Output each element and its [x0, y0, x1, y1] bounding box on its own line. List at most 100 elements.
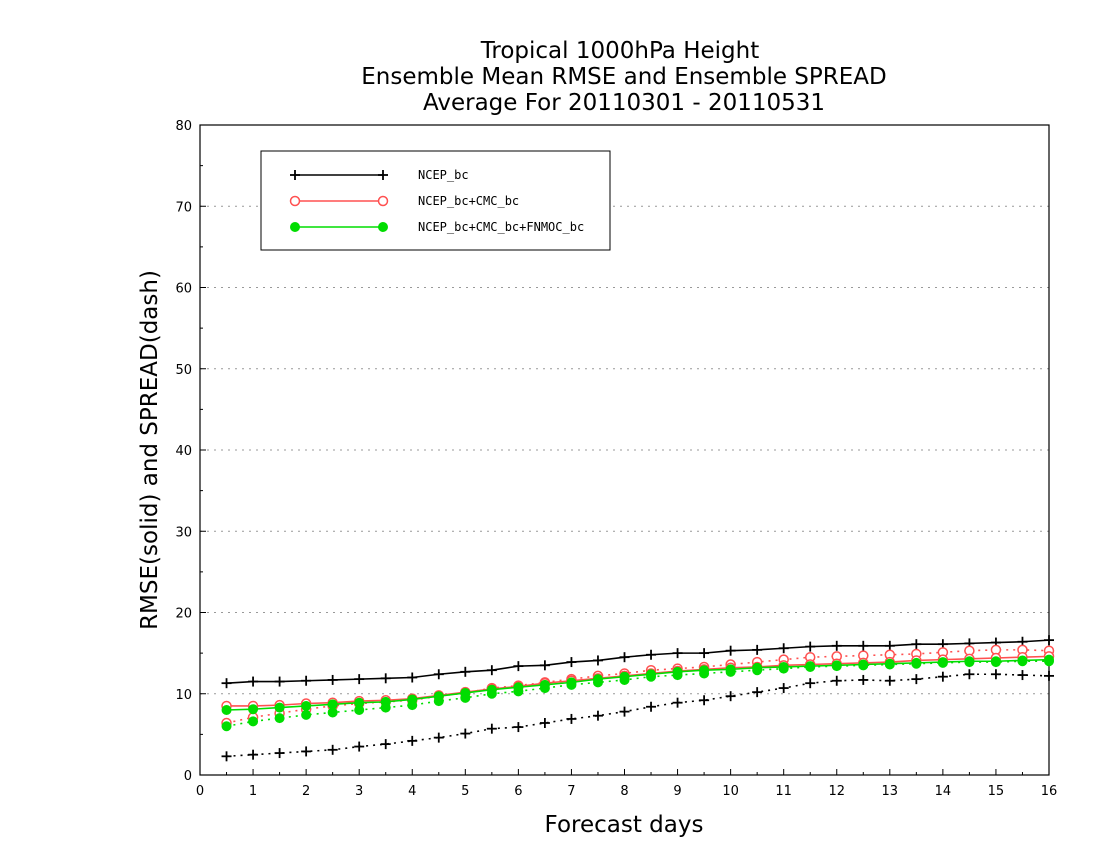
series-ncep-bc-cmc-bc-fnmoc-bc-rmse-point-3	[301, 700, 312, 711]
series-ncep-bc-rmse-point-13	[566, 657, 577, 668]
series-ncep-bc-rmse-point-6	[380, 673, 391, 684]
series-ncep-bc-cmc-bc-fnmoc-bc-rmse-point-9	[460, 687, 471, 698]
y-tick-label-50: 50	[175, 363, 192, 378]
series-ncep-bc-cmc-bc-fnmoc-bc-rmse-point-5	[354, 697, 365, 708]
x-tick-label-14: 14	[935, 784, 952, 799]
series-ncep-bc-spread-point-6	[380, 739, 391, 750]
series-ncep-bc-rmse-point-25	[884, 640, 895, 651]
legend-marker-end-ncep-bc-cmc-bc-fnmoc-bc	[378, 222, 388, 232]
series-ncep-bc-spread-point-19	[725, 691, 736, 702]
series-ncep-bc-cmc-bc-fnmoc-bc-rmse-point-19	[725, 664, 736, 675]
gridlines	[200, 205, 1049, 695]
series-ncep-bc-spread-point-24	[858, 674, 869, 685]
x-tick-label-1: 1	[249, 784, 257, 799]
series-ncep-bc-spread-point-29	[990, 669, 1001, 680]
series-ncep-bc-spread-point-17	[672, 697, 683, 708]
series-ncep-bc-rmse-point-20	[752, 644, 763, 655]
legend: NCEP_bc NCEP_bc+CMC_bc NCEP_bc+CMC_bc+FNMO…	[260, 150, 611, 251]
legend-marker-end-ncep-bc	[378, 170, 388, 180]
series-ncep-bc-rmse-line	[226, 639, 1050, 684]
series-ncep-bc-spread-point-11	[513, 722, 524, 733]
series-ncep-bc-spread-point-30	[1017, 670, 1028, 681]
series-ncep-bc-spread-point-21	[778, 683, 789, 694]
series-ncep-bc-rmse-point-17	[672, 648, 683, 659]
y-tick-label-60: 60	[175, 282, 192, 297]
series-ncep-bc-cmc-bc-fnmoc-bc-rmse-point-30	[1017, 655, 1028, 666]
y-tick-label-40: 40	[175, 444, 192, 459]
series-group	[221, 635, 1055, 762]
legend-marker-start-ncep-bc-cmc-bc-fnmoc-bc	[290, 222, 300, 232]
series-ncep-bc-spread-point-1	[248, 749, 259, 760]
chart-title-line-1: Tropical 1000hPa Height	[480, 38, 760, 64]
series-ncep-bc-rmse-point-3	[301, 675, 312, 686]
series-ncep-bc-cmc-bc-fnmoc-bc-rmse-point-15	[619, 671, 630, 682]
y-tick-label-0: 0	[184, 769, 192, 784]
series-ncep-bc-spread-point-23	[831, 675, 842, 686]
series-ncep-bc-cmc-bc-rmse-line	[226, 655, 1050, 707]
series-ncep-bc-spread-point-7	[407, 735, 418, 746]
series-ncep-bc-spread-point-0	[221, 751, 232, 762]
series-ncep-bc-spread-point-15	[619, 706, 630, 717]
x-axis: 0 1 2 3 4 5 6 7 8 9 10 11 12 13 14 15 16	[196, 769, 1057, 799]
x-tick-label-16: 16	[1041, 784, 1058, 799]
series-ncep-bc-rmse-point-18	[699, 648, 710, 659]
series-ncep-bc-spread-point-25	[884, 675, 895, 686]
series-ncep-bc-rmse-point-15	[619, 652, 630, 663]
series-ncep-bc-cmc-bc-fnmoc-bc-rmse-point-8	[433, 691, 444, 702]
series-ncep-bc-cmc-bc-fnmoc-bc-rmse-point-24	[858, 659, 869, 670]
x-tick-label-3: 3	[355, 784, 363, 799]
x-tick-label-6: 6	[514, 784, 522, 799]
x-tick-label-13: 13	[882, 784, 899, 799]
series-ncep-bc-rmse-point-31	[1044, 635, 1054, 646]
series-ncep-bc-cmc-bc-fnmoc-bc-rmse-point-6	[380, 696, 391, 707]
series-ncep-bc-rmse-point-0	[221, 678, 232, 689]
series-ncep-bc-cmc-bc-fnmoc-bc-rmse-point-1	[248, 704, 259, 715]
series-ncep-bc-cmc-bc-fnmoc-bc-rmse-point-12	[539, 679, 550, 690]
series-ncep-bc-cmc-bc-fnmoc-bc-rmse-point-10	[486, 684, 497, 695]
series-ncep-bc-cmc-bc-fnmoc-bc-rmse-point-29	[990, 656, 1001, 667]
series-ncep-bc-spread-point-13	[566, 713, 577, 724]
legend-marker-start-ncep-bc	[290, 170, 300, 180]
series-ncep-bc-spread-point-26	[911, 674, 922, 685]
series-ncep-bc-spread-point-20	[752, 687, 763, 698]
series-ncep-bc-cmc-bc-fnmoc-bc-rmse-point-22	[805, 661, 816, 672]
series-ncep-bc-rmse-point-26	[911, 639, 922, 650]
x-tick-label-8: 8	[620, 784, 628, 799]
y-tick-label-70: 70	[175, 200, 192, 215]
series-ncep-bc-cmc-bc-fnmoc-bc-rmse-point-27	[937, 657, 948, 668]
series-ncep-bc-spread-point-3	[301, 746, 312, 757]
series-ncep-bc-rmse-point-14	[592, 655, 603, 666]
series-ncep-bc-rmse-point-23	[831, 640, 842, 651]
series-ncep-bc-rmse-point-22	[805, 641, 816, 652]
series-ncep-bc-cmc-bc-fnmoc-bc-rmse-point-2	[274, 702, 285, 713]
y-tick-label-80: 80	[175, 119, 192, 134]
series-ncep-bc-cmc-bc-fnmoc-bc-rmse-point-16	[646, 669, 657, 680]
x-tick-label-4: 4	[408, 784, 416, 799]
series-ncep-bc-spread-point-5	[354, 741, 365, 752]
series-ncep-bc-spread-point-8	[433, 732, 444, 743]
series-ncep-bc-cmc-bc-fnmoc-bc-rmse-point-17	[672, 666, 683, 677]
series-ncep-bc-spread-point-18	[699, 695, 710, 706]
x-tick-label-10: 10	[722, 784, 739, 799]
legend-label-ncep-bc: NCEP_bc	[418, 168, 469, 182]
series-ncep-bc-cmc-bc-fnmoc-bc-rmse-point-7	[407, 694, 418, 705]
x-tick-label-11: 11	[775, 784, 792, 799]
series-ncep-bc-spread-line	[226, 673, 1050, 758]
series-ncep-bc-spread-point-16	[646, 701, 657, 712]
series-ncep-bc-cmc-bc-fnmoc-bc-spread-point-2	[274, 713, 285, 724]
series-ncep-bc-cmc-bc-fnmoc-bc-rmse-point-0	[221, 705, 232, 715]
y-axis-label: RMSE(solid) and SPREAD(dash)	[137, 270, 163, 630]
series-ncep-bc-cmc-bc-spread-line	[226, 649, 1050, 724]
legend-marker-start-ncep-bc-cmc-bc	[289, 195, 301, 207]
series-ncep-bc-rmse-point-4	[327, 674, 338, 685]
series-ncep-bc-cmc-bc-fnmoc-bc-rmse-point-20	[752, 662, 763, 673]
series-ncep-bc-cmc-bc-fnmoc-bc-rmse-point-4	[327, 699, 338, 710]
series-ncep-bc-spread-point-10	[486, 723, 497, 734]
series-ncep-bc-rmse-point-9	[460, 666, 471, 677]
x-tick-label-15: 15	[988, 784, 1005, 799]
series-ncep-bc-rmse-point-8	[433, 669, 444, 680]
series-ncep-bc-rmse-point-10	[486, 665, 497, 676]
series-ncep-bc-cmc-bc-fnmoc-bc-rmse-point-13	[566, 677, 577, 688]
series-ncep-bc-spread-point-2	[274, 748, 285, 759]
series-ncep-bc-spread-point-4	[327, 744, 338, 755]
